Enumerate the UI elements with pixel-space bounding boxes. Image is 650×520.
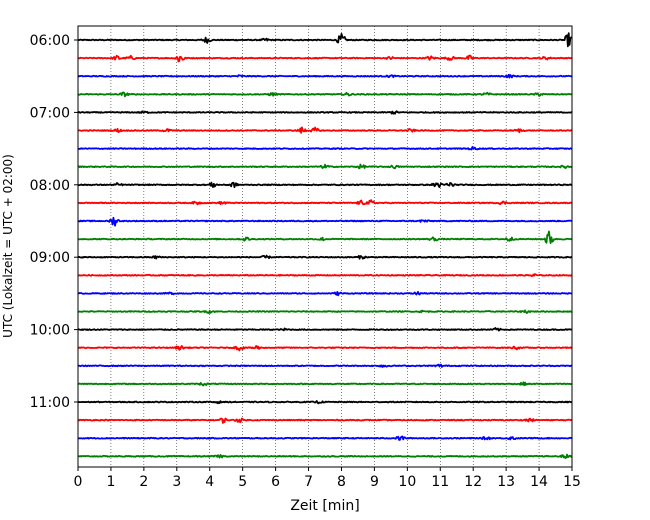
- y-tick-label: 10:00: [30, 323, 70, 339]
- plot-frame: [77, 25, 573, 468]
- x-tick-label: 2: [139, 474, 148, 490]
- trace-row-1045: [77, 381, 573, 387]
- x-tick-label: 8: [337, 474, 346, 490]
- trace-row-0930: [77, 291, 573, 297]
- trace-row-0630: [77, 73, 573, 79]
- x-axis-label: Zeit [min]: [290, 498, 359, 514]
- trace-row-1000: [77, 327, 573, 332]
- trace-row-0745: [77, 163, 573, 170]
- x-tick-label: 15: [563, 474, 581, 490]
- x-axis-ticks: 0 1 2 3 4 5 6 7 8 9 10 11 12 13 14 15: [74, 467, 581, 490]
- x-tick-label: 9: [370, 474, 379, 490]
- x-tick-label: 3: [172, 474, 181, 490]
- y-tick-label: 09:00: [30, 250, 70, 266]
- x-tick-label: 5: [238, 474, 247, 490]
- trace-row-1100: [77, 400, 573, 405]
- x-tick-label: 4: [205, 474, 214, 490]
- trace-row-1030: [77, 363, 573, 368]
- trace-row-1130: [77, 435, 573, 441]
- y-tick-label: 07:00: [30, 105, 70, 121]
- trace-row-1115: [77, 417, 573, 424]
- y-axis-ticks: 06:00 07:00 08:00 09:00 10:00 11:00: [30, 33, 78, 411]
- x-tick-label: 11: [431, 474, 449, 490]
- trace-row-0715: [77, 126, 573, 134]
- x-tick-label: 12: [464, 474, 482, 490]
- y-tick-label: 08:00: [30, 178, 70, 194]
- trace-row-0900: [77, 254, 573, 260]
- seismic-traces: [77, 32, 573, 459]
- x-tick-label: 14: [530, 474, 548, 490]
- minute-gridlines: [110, 26, 540, 467]
- trace-row-0600: [77, 32, 573, 48]
- x-tick-label: 0: [74, 474, 83, 490]
- trace-row-0815: [77, 199, 573, 206]
- x-tick-label: 13: [497, 474, 515, 490]
- x-tick-label: 10: [398, 474, 416, 490]
- x-tick-label: 7: [304, 474, 313, 490]
- y-axis-label: UTC (Lokalzeit = UTC + 02:00): [1, 154, 15, 338]
- trace-row-1015: [77, 345, 573, 352]
- trace-row-0830: [77, 216, 573, 227]
- trace-row-0915: [77, 273, 573, 277]
- trace-row-0800: [77, 181, 573, 189]
- trace-row-0730: [77, 146, 573, 151]
- y-tick-label: 11:00: [30, 395, 70, 411]
- x-tick-label: 6: [271, 474, 280, 490]
- trace-row-0615: [77, 54, 573, 63]
- trace-row-1145: [77, 453, 573, 459]
- trace-row-0845: [77, 230, 573, 245]
- x-tick-label: 1: [106, 474, 115, 490]
- trace-row-0645: [77, 91, 573, 98]
- trace-row-0945: [77, 309, 573, 315]
- y-tick-label: 06:00: [30, 33, 70, 49]
- trace-row-0700: [77, 110, 573, 115]
